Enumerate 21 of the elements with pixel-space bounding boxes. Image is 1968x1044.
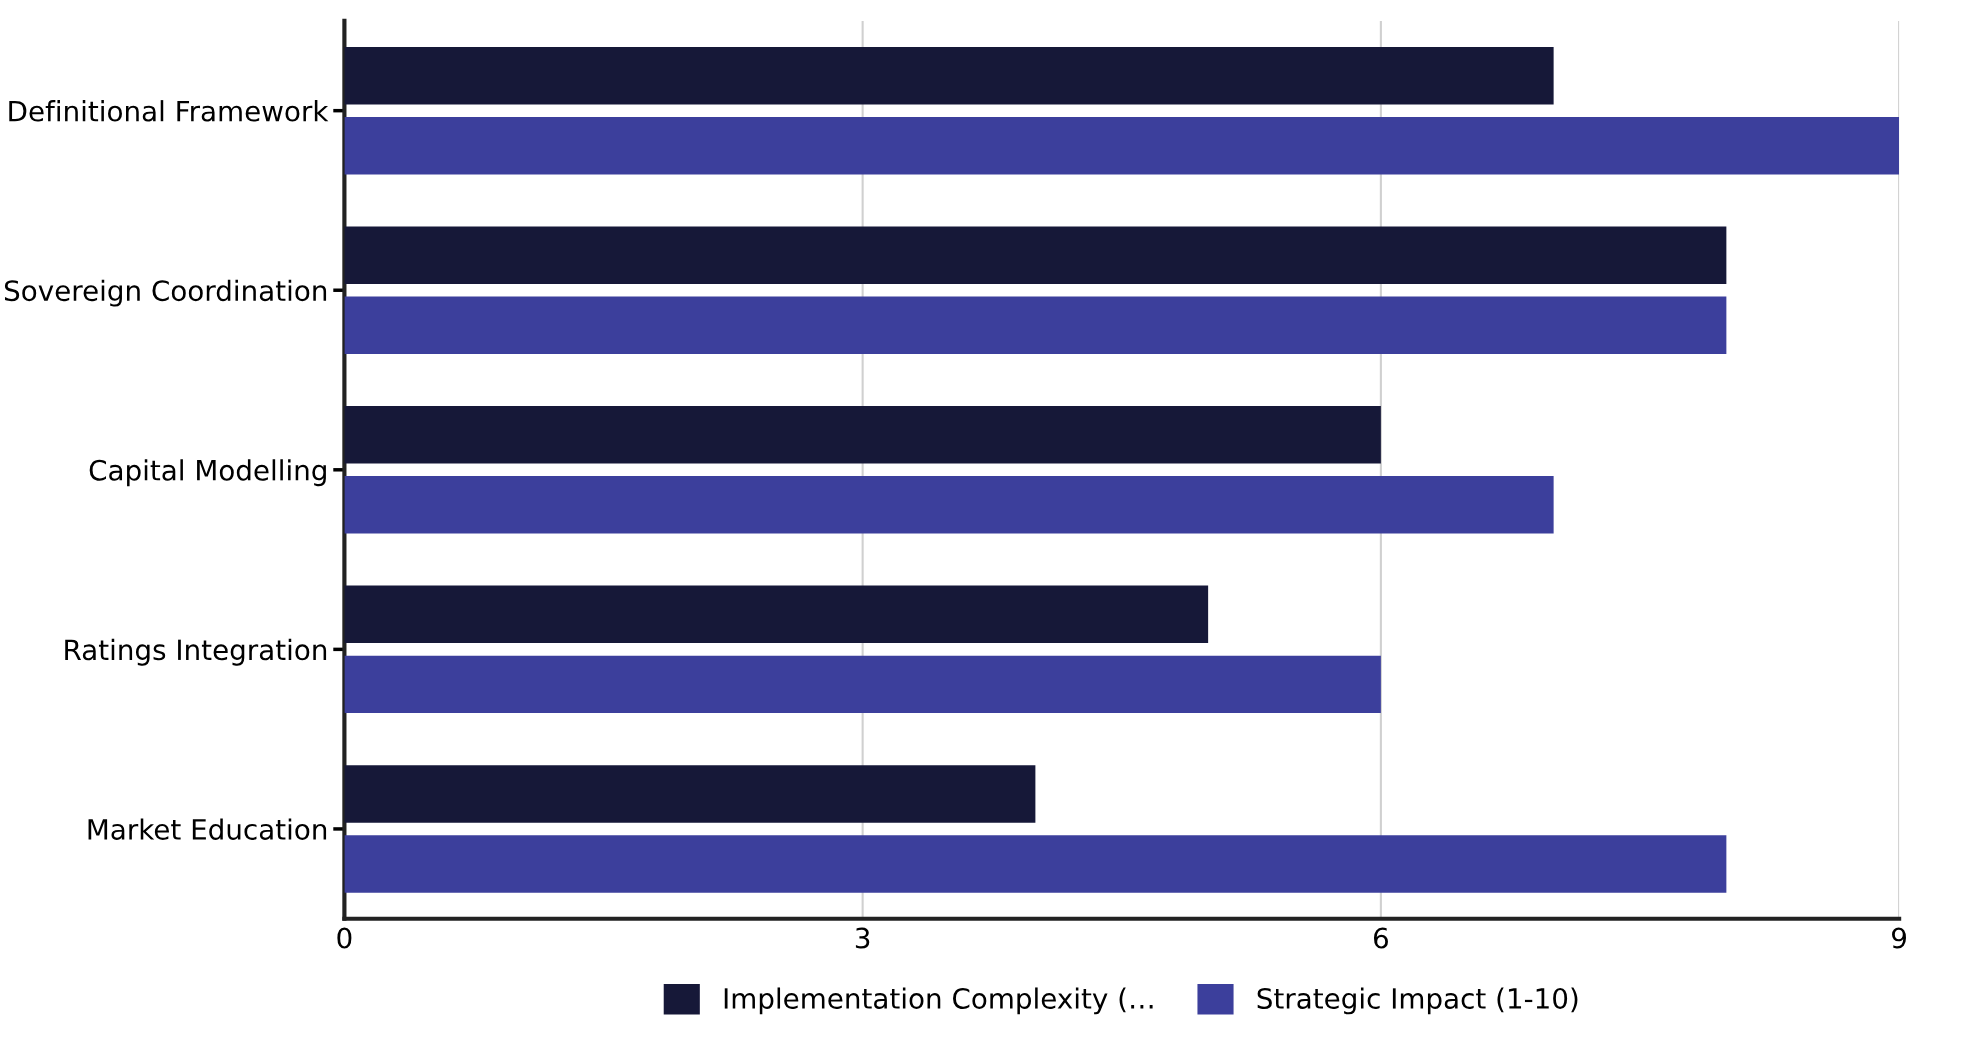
y-tick-label: Definitional Framework (9, 100, 329, 122)
bar (344, 116, 1900, 175)
bar (344, 476, 1554, 534)
bar (344, 406, 1381, 464)
y-tick-label: Sovereign Coordination (4, 279, 327, 307)
bar (344, 46, 1554, 105)
legend-label: Strategic Impact (1-10) (1257, 987, 1578, 1015)
bar (344, 226, 1727, 284)
bar (344, 835, 1727, 893)
bar (344, 655, 1381, 714)
bar (344, 765, 1036, 823)
x-tick-label: 6 (1373, 927, 1388, 949)
y-tick-label: Ratings Integration (65, 638, 327, 666)
x-tick-label: 3 (855, 927, 870, 949)
bar (344, 296, 1727, 354)
y-tick-label: Market Education (88, 818, 327, 840)
bar (344, 585, 1209, 644)
legend-label: Implementation Complexity (… (724, 987, 1153, 1015)
x-tick-label: 0 (337, 927, 352, 949)
y-tick-label: Capital Modelling (89, 459, 326, 487)
x-tick-label: 9 (1892, 927, 1906, 949)
